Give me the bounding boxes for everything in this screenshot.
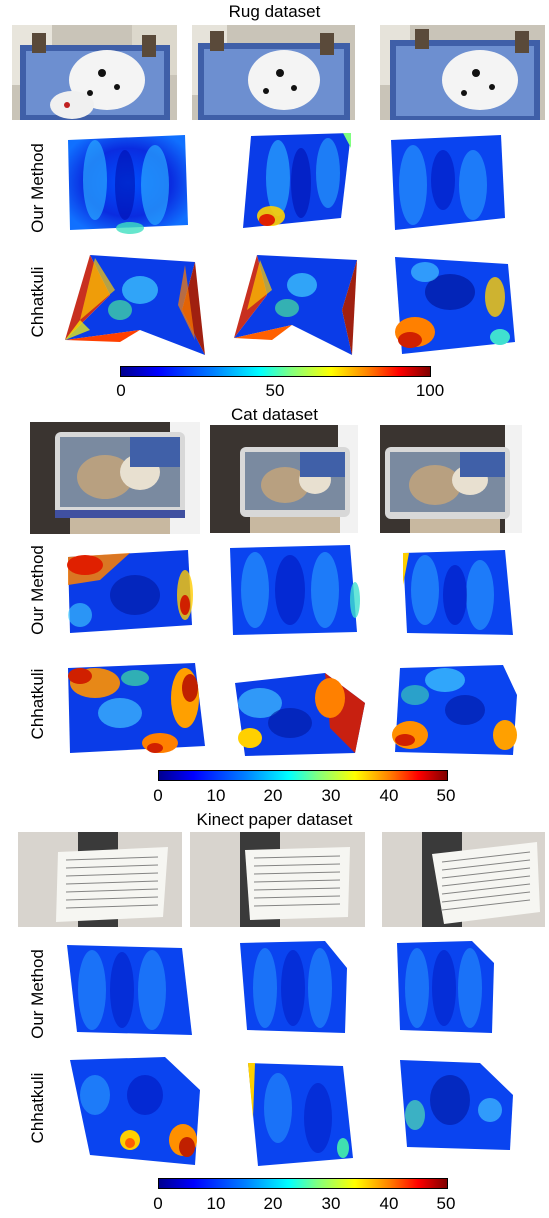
kinect-our-heatmap-1 [62, 940, 202, 1045]
cat-our-heatmap-2 [225, 540, 365, 645]
rug-chhatkuli-heatmap-3 [390, 252, 520, 362]
cat-photo-2 [210, 425, 358, 533]
cat-row-label-chhatkuli: Chhatkuli [28, 668, 47, 740]
cat-colorbar [158, 770, 448, 781]
cat-chhatkuli-heatmap-1 [60, 658, 210, 763]
kinect-colorbar [158, 1178, 448, 1189]
cat-colorbar-tick: 30 [321, 786, 341, 805]
rug-chhatkuli-heatmap-2 [232, 250, 362, 365]
cat-colorbar-tick: 10 [206, 786, 226, 805]
rug-row-label-our-method: Our Method [28, 143, 47, 233]
kinect-chhatkuli-heatmap-2 [243, 1058, 358, 1178]
kinect-colorbar-tick: 40 [379, 1194, 399, 1213]
rug-colorbar [120, 366, 431, 377]
rug-our-heatmap-3 [383, 130, 513, 240]
rug-our-heatmap-1 [60, 130, 195, 245]
cat-photo-3 [380, 425, 522, 533]
kinect-our-heatmap-3 [392, 938, 502, 1043]
cat-our-heatmap-1 [60, 545, 200, 645]
kinect-row-label-chhatkuli: Chhatkuli [28, 1072, 47, 1144]
kinect-photo-2 [190, 832, 365, 927]
kinect-colorbar-tick: 20 [263, 1194, 283, 1213]
kinect-colorbar-tick: 30 [321, 1194, 341, 1213]
rug-colorbar-tick: 0 [116, 381, 126, 400]
cat-row-label-our-method: Our Method [28, 545, 47, 635]
cat-photo-1 [30, 422, 200, 534]
cat-our-heatmap-3 [395, 545, 520, 645]
cat-chhatkuli-heatmap-2 [230, 668, 370, 763]
kinect-row-label-our-method: Our Method [28, 949, 47, 1039]
rug-our-heatmap-2 [233, 128, 358, 238]
cat-colorbar-tick: 50 [436, 786, 456, 805]
rug-colorbar-tick: 50 [265, 381, 285, 400]
rug-photo-1 [12, 25, 177, 120]
kinect-photo-3 [382, 832, 545, 927]
cat-dataset-title: Cat dataset [231, 405, 318, 424]
kinect-our-heatmap-2 [235, 938, 355, 1043]
rug-photo-3 [380, 25, 545, 120]
kinect-chhatkuli-heatmap-3 [395, 1055, 520, 1160]
cat-colorbar-tick: 20 [263, 786, 283, 805]
kinect-colorbar-tick: 50 [436, 1194, 456, 1213]
cat-colorbar-tick: 40 [379, 786, 399, 805]
cat-chhatkuli-heatmap-3 [385, 660, 525, 765]
rug-photo-2 [192, 25, 355, 120]
rug-dataset-title: Rug dataset [228, 2, 321, 21]
kinect-dataset-title: Kinect paper dataset [196, 810, 353, 829]
kinect-colorbar-tick: 10 [206, 1194, 226, 1213]
kinect-colorbar-tick: 0 [153, 1194, 163, 1213]
rug-chhatkuli-heatmap-1 [60, 250, 210, 365]
rug-colorbar-tick: 100 [415, 381, 445, 400]
rug-row-label-chhatkuli: Chhatkuli [28, 266, 47, 338]
cat-colorbar-tick: 0 [153, 786, 163, 805]
kinect-photo-1 [18, 832, 182, 927]
kinect-chhatkuli-heatmap-1 [65, 1055, 205, 1175]
